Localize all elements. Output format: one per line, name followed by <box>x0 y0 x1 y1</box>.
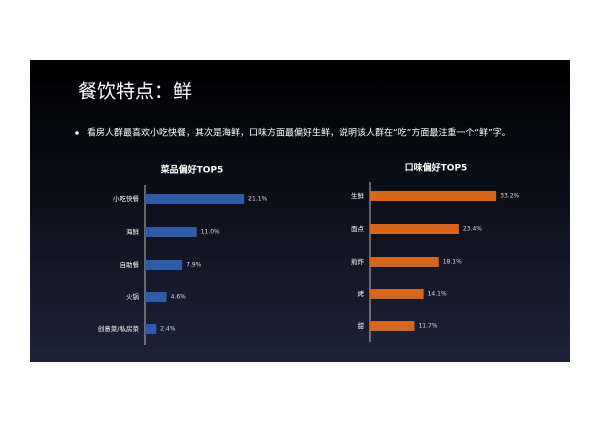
bar <box>145 292 167 302</box>
bullet-dot <box>75 131 79 135</box>
category-label: 烤 <box>358 289 365 298</box>
category-label: 小吃快餐 <box>113 194 140 203</box>
chart-title: 菜品偏好TOP5 <box>160 164 224 176</box>
value-label: 23.4% <box>463 226 482 233</box>
value-label: 2.4% <box>160 326 176 333</box>
category-label: 煎炸 <box>351 257 365 266</box>
category-label: 海鲜 <box>126 227 140 236</box>
value-label: 11.0% <box>201 229 220 236</box>
bar <box>370 224 459 234</box>
bar <box>370 191 497 201</box>
slide-background <box>30 60 570 362</box>
bar <box>370 321 415 331</box>
value-label: 11.7% <box>418 323 437 330</box>
bullet-text: 看房人群最喜欢小吃快餐，其次是海鲜，口味方面最偏好生鲜，说明该人群在“吃”方面最… <box>87 127 511 139</box>
value-label: 7.9% <box>186 262 202 269</box>
category-label: 火锅 <box>126 292 140 301</box>
bar <box>145 260 183 270</box>
bar <box>370 257 439 267</box>
category-label: 面点 <box>351 225 365 233</box>
bar <box>145 194 245 204</box>
category-label: 生鲜 <box>351 191 365 200</box>
value-label: 14.1% <box>428 291 447 298</box>
bar <box>145 227 197 237</box>
value-label: 33.2% <box>500 193 519 200</box>
category-label: 创意菜/私房菜 <box>98 324 140 333</box>
category-label: 甜 <box>358 321 365 330</box>
category-label: 自助餐 <box>120 260 140 269</box>
bar <box>370 289 424 299</box>
bar <box>145 324 157 334</box>
value-label: 18.1% <box>443 259 462 266</box>
value-label: 4.6% <box>171 294 187 301</box>
slide-title: 餐饮特点：鲜 <box>78 81 192 103</box>
value-label: 21.1% <box>248 196 267 203</box>
chart-title: 口味偏好TOP5 <box>405 162 468 174</box>
